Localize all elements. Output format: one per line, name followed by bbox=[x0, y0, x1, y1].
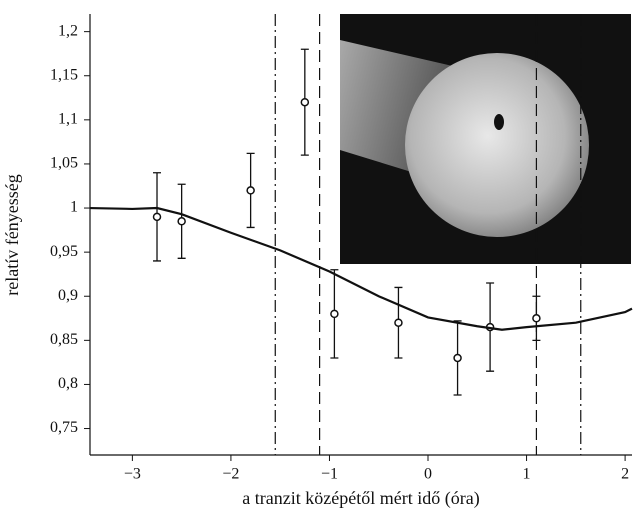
data-point bbox=[177, 217, 186, 226]
data-point bbox=[394, 318, 403, 327]
x-tick-label: −2 bbox=[222, 466, 239, 483]
y-tick-label: 1,2 bbox=[58, 22, 78, 39]
y-axis-label: relatív fényesség bbox=[2, 174, 22, 295]
y-tick-label: 0,8 bbox=[58, 375, 78, 392]
y-tick-label: 1,15 bbox=[50, 66, 78, 83]
y-tick-label: 0,85 bbox=[50, 331, 78, 348]
x-tick-label: 1 bbox=[523, 466, 531, 483]
x-tick-label: −1 bbox=[321, 466, 338, 483]
y-tick-label: 1,1 bbox=[58, 111, 78, 128]
inset-image bbox=[340, 14, 631, 264]
data-point bbox=[300, 97, 310, 107]
y-tick-label: 0,75 bbox=[50, 419, 78, 436]
model-line bbox=[89, 206, 633, 331]
x-tick-label: 2 bbox=[621, 466, 629, 483]
y-tick-label: 1 bbox=[70, 199, 78, 216]
data-point bbox=[453, 353, 462, 363]
x-axis-label: a tranzit középétől mért idő (óra) bbox=[242, 488, 479, 509]
y-tick-label: 1,05 bbox=[50, 155, 78, 172]
y-tick-label: 0,95 bbox=[50, 243, 78, 260]
data-point bbox=[330, 309, 339, 319]
x-tick-label: 0 bbox=[424, 466, 432, 483]
x-tick-label: −3 bbox=[124, 466, 141, 483]
data-point bbox=[246, 186, 255, 195]
data-point bbox=[152, 212, 162, 222]
data-point bbox=[532, 314, 541, 323]
y-tick-label: 0,9 bbox=[58, 287, 78, 304]
